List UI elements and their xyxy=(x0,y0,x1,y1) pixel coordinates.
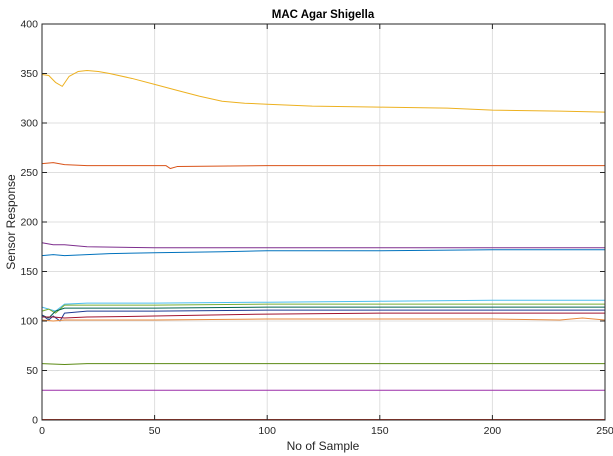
y-tick-label: 350 xyxy=(20,68,38,80)
series-line-7 xyxy=(41,306,605,319)
y-tick-label: 200 xyxy=(20,217,38,229)
series-line-4 xyxy=(41,249,605,257)
y-tick-label: 50 xyxy=(26,365,38,377)
series-line-1 xyxy=(41,70,606,113)
grid xyxy=(42,24,605,420)
x-axis-label: No of Sample xyxy=(287,439,360,453)
y-tick-label: 250 xyxy=(20,167,38,179)
x-axis-ticks: 0 50 100 150 200 250 xyxy=(39,24,613,437)
y-tick-label: 100 xyxy=(20,316,38,328)
x-tick-label: 200 xyxy=(484,425,502,437)
x-tick-label: 150 xyxy=(371,425,389,437)
y-tick-label: 0 xyxy=(32,415,38,427)
series-line-3 xyxy=(41,242,605,249)
x-tick-label: 100 xyxy=(258,425,276,437)
series-line-9 xyxy=(42,312,605,319)
series-line-5 xyxy=(41,299,605,312)
y-tick-label: 300 xyxy=(20,118,38,130)
series-group xyxy=(41,70,606,420)
y-tick-label: 150 xyxy=(20,266,38,278)
series-line-10 xyxy=(41,317,606,322)
series-line-2 xyxy=(41,162,605,170)
y-axis-ticks: 0 50 100 150 200 250 300 350 400 xyxy=(20,19,605,427)
y-axis-label: Sensor Response xyxy=(4,174,18,270)
x-tick-label: 250 xyxy=(596,425,613,437)
y-tick-label: 400 xyxy=(20,19,38,31)
x-tick-label: 50 xyxy=(149,425,161,437)
chart-title: MAC Agar Shigella xyxy=(272,9,375,21)
series-line-11 xyxy=(41,363,605,366)
x-tick-label: 0 xyxy=(39,425,45,437)
series-line-6 xyxy=(41,303,605,314)
